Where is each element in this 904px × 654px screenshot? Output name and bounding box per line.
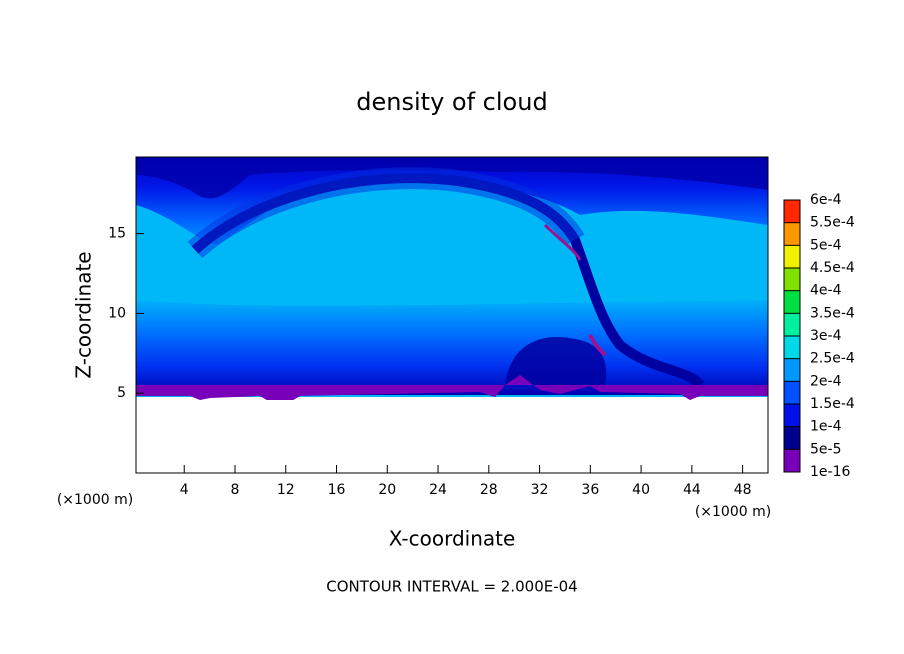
colorbar-label: 5e-5 bbox=[810, 441, 841, 457]
x-tick-label: 48 bbox=[734, 482, 752, 498]
colorbar-swatch bbox=[784, 336, 800, 359]
y-unit-label: (×1000 m) bbox=[57, 492, 133, 508]
colorbar-label: 5e-4 bbox=[810, 237, 842, 253]
colorbar-swatch bbox=[784, 222, 800, 246]
x-axis-label: X-coordinate bbox=[389, 527, 516, 551]
colorbar-label: 5.5e-4 bbox=[810, 215, 855, 231]
x-tick-label: 36 bbox=[581, 482, 599, 498]
y-tick-label: 15 bbox=[108, 226, 126, 242]
colorbar-label: 2.5e-4 bbox=[810, 351, 855, 367]
x-tick-label: 24 bbox=[429, 482, 447, 498]
colorbar-swatch bbox=[784, 290, 800, 314]
colorbar-swatch bbox=[784, 381, 800, 404]
x-tick-label: 20 bbox=[378, 482, 396, 498]
x-tick-label: 4 bbox=[180, 482, 189, 498]
colorbar-swatch bbox=[784, 245, 800, 268]
colorbar-label: 4.5e-4 bbox=[810, 260, 855, 276]
colorbar-swatch bbox=[784, 449, 800, 472]
colorbar-label: 2e-4 bbox=[810, 373, 842, 389]
x-tick-label: 8 bbox=[231, 482, 240, 498]
colorbar-swatch bbox=[784, 426, 800, 450]
chart-title: density of cloud bbox=[356, 88, 547, 116]
y-tick-label: 10 bbox=[108, 305, 126, 321]
colorbar-label: 3.5e-4 bbox=[810, 305, 855, 321]
x-tick-label: 44 bbox=[683, 482, 701, 498]
colorbar-label: 1.5e-4 bbox=[810, 396, 855, 412]
colorbar-label: 1e-16 bbox=[810, 464, 850, 480]
x-tick-label: 12 bbox=[277, 482, 295, 498]
y-axis-label: Z-coordinate bbox=[72, 251, 96, 378]
contour-field bbox=[136, 157, 768, 473]
colorbar-swatch bbox=[784, 268, 800, 291]
colorbar-label: 6e-4 bbox=[810, 192, 842, 208]
footer-note: CONTOUR INTERVAL = 2.000E-04 bbox=[326, 578, 577, 596]
colorbar-label: 1e-4 bbox=[810, 419, 842, 435]
colorbar-swatch bbox=[784, 358, 800, 382]
x-tick-label: 40 bbox=[632, 482, 650, 498]
x-unit-label: (×1000 m) bbox=[695, 504, 771, 520]
colorbar-swatch bbox=[784, 313, 800, 336]
y-tick-label: 5 bbox=[117, 385, 126, 401]
x-tick-label: 16 bbox=[328, 482, 346, 498]
x-tick-label: 28 bbox=[480, 482, 498, 498]
x-tick-label: 32 bbox=[531, 482, 549, 498]
colorbar-label: 3e-4 bbox=[810, 328, 842, 344]
colorbar-swatch bbox=[784, 200, 800, 223]
colorbar-label: 4e-4 bbox=[810, 283, 842, 299]
colorbar-swatch bbox=[784, 404, 800, 427]
plot-frame bbox=[135, 156, 769, 474]
